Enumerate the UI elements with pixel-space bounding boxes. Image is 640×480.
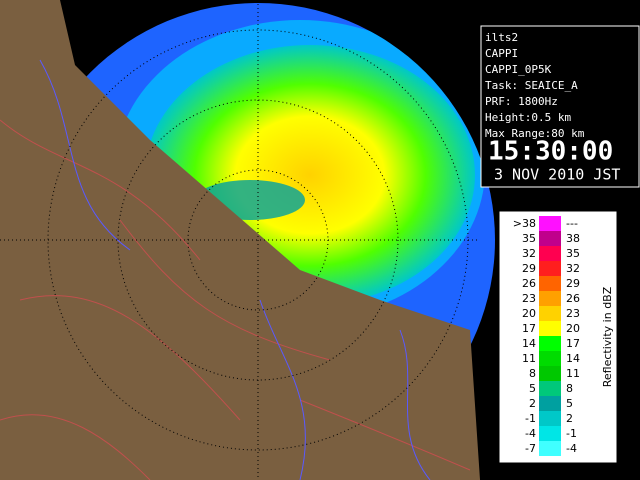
legend-swatch xyxy=(539,306,561,321)
info-line: Max Range:80 km xyxy=(485,127,585,140)
legend-low: 35 xyxy=(522,232,536,245)
legend-low: 20 xyxy=(522,307,536,320)
legend-swatch xyxy=(539,381,561,396)
legend-high: -1 xyxy=(566,427,577,440)
streams xyxy=(39,59,431,480)
legend-swatch xyxy=(539,351,561,366)
legend-low: 2 xyxy=(529,397,536,410)
legend-high: 26 xyxy=(566,292,580,305)
legend-high: 11 xyxy=(566,367,580,380)
legend-high: 2 xyxy=(566,412,573,425)
info-line: CAPPI xyxy=(485,47,518,60)
legend-title: Reflectivity in dBZ xyxy=(601,286,614,387)
legend-high: 35 xyxy=(566,247,580,260)
legend-low: 5 xyxy=(529,382,536,395)
legend-low: 26 xyxy=(522,277,536,290)
legend-swatch xyxy=(539,261,561,276)
legend-high: --- xyxy=(566,217,578,230)
legend-high: 14 xyxy=(566,352,580,365)
legend-low: 29 xyxy=(522,262,536,275)
legend-swatch xyxy=(539,231,561,246)
legend-swatch xyxy=(539,336,561,351)
legend-high: 23 xyxy=(566,307,580,320)
legend-low: 17 xyxy=(522,322,536,335)
info-panel xyxy=(480,25,640,188)
info-line: ilts2 xyxy=(485,31,518,44)
legend-low: 23 xyxy=(522,292,536,305)
legend-swatch xyxy=(539,441,561,456)
date: 3 NOV 2010 JST xyxy=(494,166,620,184)
legend-low: 32 xyxy=(522,247,536,260)
legend-low: >38 xyxy=(513,217,536,230)
legend: >38 --- 35 38 32 35 29 32 26 29 23 26 20 23 17 20 14 17 11… xyxy=(513,216,580,456)
radar-image xyxy=(0,0,495,480)
legend-high: 32 xyxy=(566,262,580,275)
info-line: PRF: 1800Hz xyxy=(485,95,558,108)
legend-swatch xyxy=(539,366,561,381)
info-line: CAPPI_0P5K xyxy=(485,63,552,76)
legend-swatch xyxy=(539,246,561,261)
legend-high: 8 xyxy=(566,382,573,395)
legend-high: -4 xyxy=(566,442,577,455)
info-line: Height:0.5 km xyxy=(485,111,571,124)
legend-low: 14 xyxy=(522,337,536,350)
legend-swatch xyxy=(539,321,561,336)
range-rings xyxy=(0,0,480,480)
info-line: Task: SEAICE_A xyxy=(485,79,578,92)
legend-swatch xyxy=(539,291,561,306)
rivers xyxy=(0,119,471,480)
legend-swatch xyxy=(539,411,561,426)
legend-swatch xyxy=(539,396,561,411)
legend-low: 8 xyxy=(529,367,536,380)
legend-high: 20 xyxy=(566,322,580,335)
legend-high: 29 xyxy=(566,277,580,290)
legend-swatch xyxy=(539,276,561,291)
legend-swatch xyxy=(539,216,561,231)
legend-high: 5 xyxy=(566,397,573,410)
info-lines: ilts2 CAPPI CAPPI_0P5K Task: SEAICE_A PRF: 1… xyxy=(485,31,585,140)
legend-low: -1 xyxy=(525,412,536,425)
legend-high: 38 xyxy=(566,232,580,245)
legend-low: 11 xyxy=(522,352,536,365)
legend-low: -7 xyxy=(525,442,536,455)
legend-swatch xyxy=(539,426,561,441)
legend-high: 17 xyxy=(566,337,580,350)
time: 15:30:00 xyxy=(488,137,613,167)
legend-low: -4 xyxy=(525,427,536,440)
